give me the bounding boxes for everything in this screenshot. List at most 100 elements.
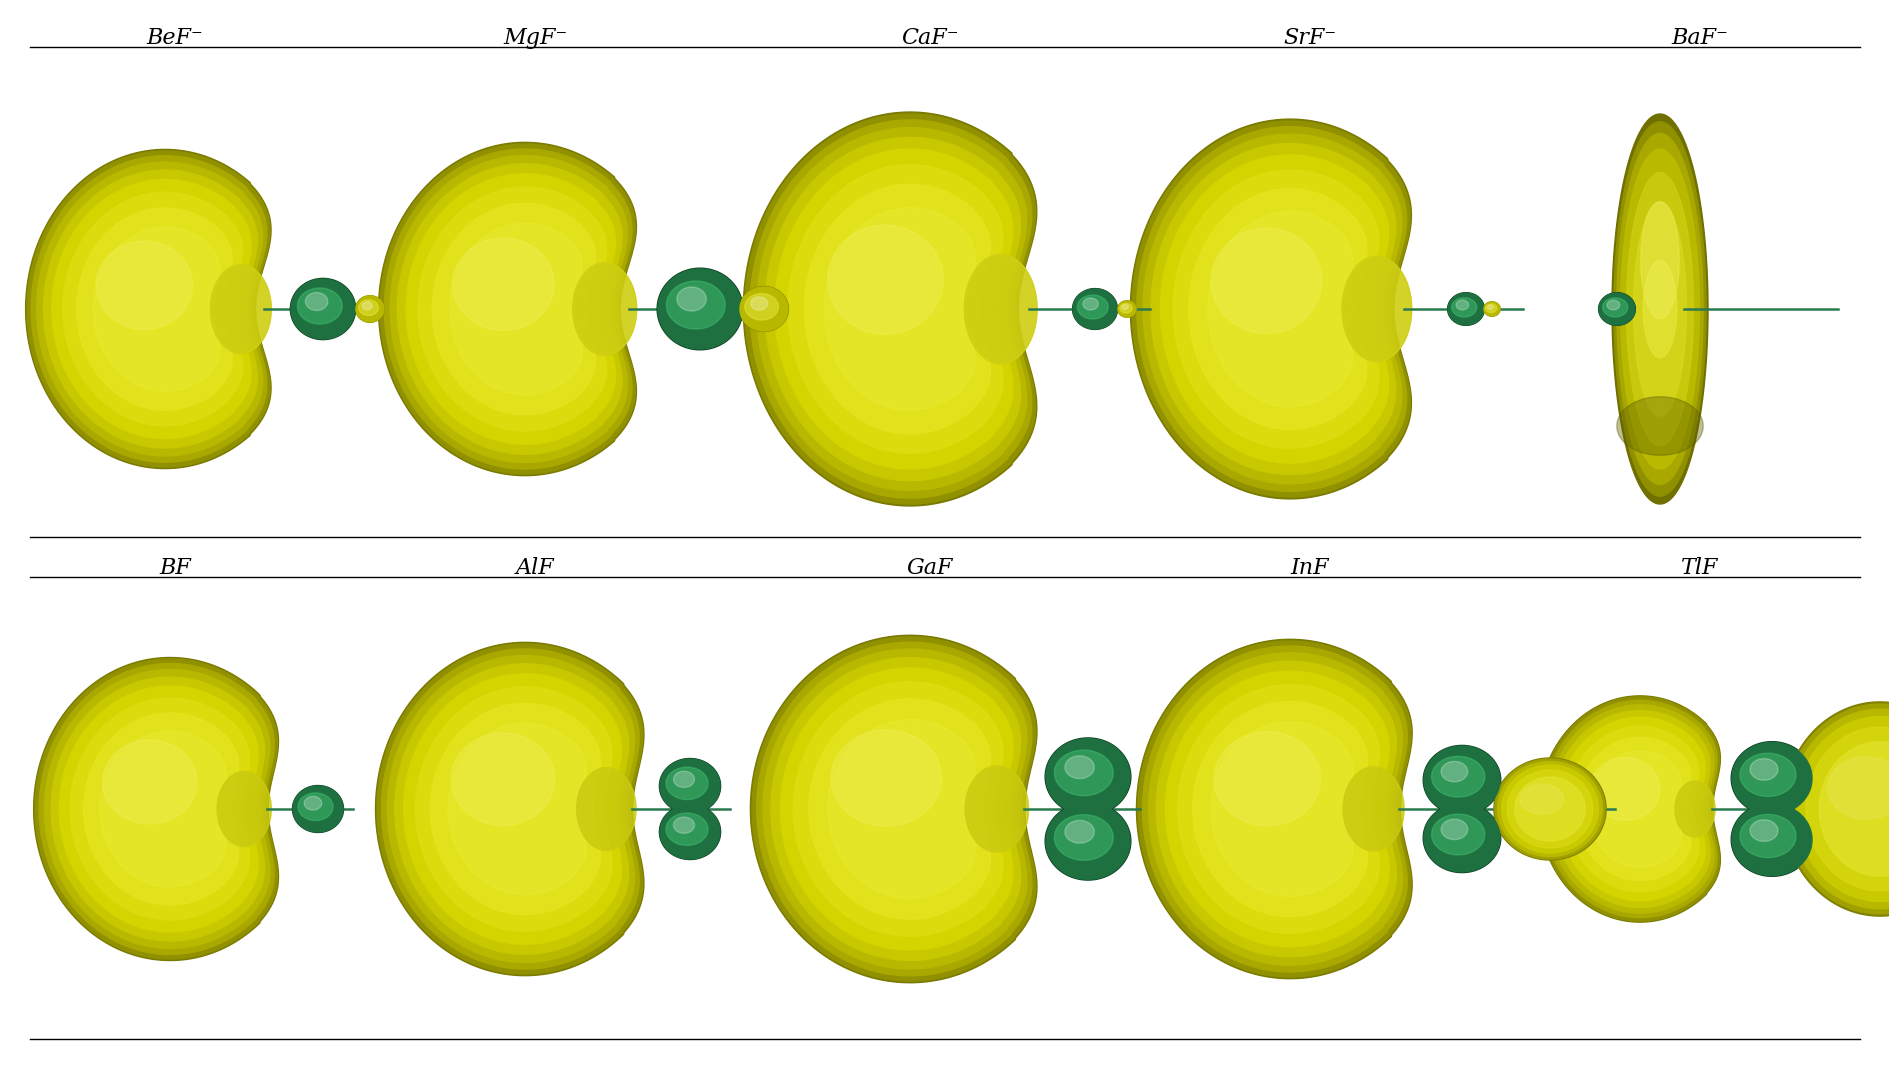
Polygon shape — [389, 156, 627, 463]
Text: CaF⁻: CaF⁻ — [901, 27, 958, 49]
Polygon shape — [1483, 303, 1500, 316]
Text: AlF: AlF — [516, 557, 553, 579]
Polygon shape — [1615, 397, 1702, 455]
Text: BF: BF — [159, 557, 191, 579]
Polygon shape — [376, 642, 644, 976]
Polygon shape — [293, 786, 344, 833]
Polygon shape — [1343, 766, 1404, 851]
Polygon shape — [382, 649, 638, 970]
Polygon shape — [293, 786, 342, 832]
Polygon shape — [1827, 757, 1889, 820]
Polygon shape — [827, 226, 943, 335]
Polygon shape — [1045, 738, 1130, 816]
Polygon shape — [355, 296, 383, 322]
Polygon shape — [217, 772, 272, 847]
Polygon shape — [1430, 815, 1485, 855]
Polygon shape — [380, 144, 635, 474]
Polygon shape — [657, 268, 742, 350]
Polygon shape — [1606, 300, 1619, 310]
Polygon shape — [1082, 298, 1098, 310]
Polygon shape — [808, 699, 990, 919]
Polygon shape — [1587, 750, 1681, 867]
Polygon shape — [1557, 717, 1704, 901]
Polygon shape — [1547, 704, 1713, 913]
Polygon shape — [752, 637, 1035, 981]
Polygon shape — [83, 713, 238, 905]
Polygon shape — [217, 772, 272, 847]
Polygon shape — [659, 805, 720, 859]
Polygon shape — [963, 254, 1037, 363]
Polygon shape — [1551, 711, 1710, 908]
Polygon shape — [1447, 293, 1483, 325]
Polygon shape — [1054, 815, 1113, 861]
Polygon shape — [1806, 727, 1889, 890]
Polygon shape — [965, 766, 1028, 852]
Polygon shape — [740, 286, 788, 331]
Polygon shape — [1615, 134, 1702, 484]
Polygon shape — [1150, 143, 1396, 475]
Polygon shape — [298, 793, 332, 821]
Polygon shape — [404, 673, 621, 944]
Polygon shape — [1211, 722, 1353, 897]
Polygon shape — [1602, 298, 1626, 317]
Polygon shape — [1160, 155, 1388, 463]
Polygon shape — [1118, 304, 1132, 313]
Polygon shape — [1064, 820, 1094, 843]
Polygon shape — [965, 766, 1028, 852]
Polygon shape — [1341, 257, 1411, 361]
Polygon shape — [1455, 300, 1468, 310]
Polygon shape — [756, 127, 1026, 491]
Polygon shape — [742, 112, 1037, 506]
Polygon shape — [756, 642, 1031, 976]
Polygon shape — [1343, 766, 1404, 851]
Polygon shape — [1430, 756, 1485, 797]
Polygon shape — [1619, 149, 1698, 469]
Polygon shape — [1422, 746, 1500, 815]
Polygon shape — [1188, 189, 1366, 430]
Polygon shape — [36, 659, 278, 959]
Polygon shape — [1487, 305, 1492, 309]
Polygon shape — [1674, 781, 1713, 837]
Polygon shape — [30, 156, 266, 462]
Polygon shape — [1674, 781, 1713, 837]
Polygon shape — [1149, 653, 1402, 965]
Polygon shape — [1143, 646, 1407, 972]
Polygon shape — [1166, 671, 1388, 947]
Polygon shape — [51, 180, 251, 438]
Polygon shape — [26, 150, 270, 468]
Text: GaF: GaF — [907, 557, 952, 579]
Polygon shape — [1541, 700, 1717, 917]
Polygon shape — [1789, 709, 1889, 909]
Polygon shape — [34, 657, 278, 961]
Polygon shape — [744, 114, 1035, 503]
Polygon shape — [291, 278, 355, 340]
Polygon shape — [96, 242, 193, 329]
Polygon shape — [659, 759, 720, 814]
Polygon shape — [1341, 257, 1411, 361]
Polygon shape — [1519, 784, 1562, 814]
Polygon shape — [431, 703, 601, 915]
Polygon shape — [659, 759, 720, 814]
Polygon shape — [1207, 212, 1353, 407]
Polygon shape — [1492, 758, 1606, 859]
Polygon shape — [1783, 704, 1889, 914]
Polygon shape — [210, 265, 272, 353]
Text: MgF⁻: MgF⁻ — [502, 27, 567, 49]
Polygon shape — [43, 170, 257, 448]
Polygon shape — [1156, 661, 1396, 957]
Polygon shape — [450, 223, 582, 394]
Polygon shape — [1598, 293, 1634, 325]
Polygon shape — [1730, 804, 1812, 876]
Polygon shape — [291, 279, 355, 339]
Polygon shape — [1143, 135, 1402, 484]
Polygon shape — [765, 138, 1020, 481]
Polygon shape — [395, 664, 629, 955]
Polygon shape — [1500, 765, 1598, 853]
Polygon shape — [363, 301, 372, 310]
Polygon shape — [355, 296, 383, 322]
Polygon shape — [576, 768, 637, 850]
Polygon shape — [1575, 738, 1691, 881]
Polygon shape — [306, 293, 327, 310]
Polygon shape — [1045, 739, 1130, 815]
Polygon shape — [1642, 260, 1676, 358]
